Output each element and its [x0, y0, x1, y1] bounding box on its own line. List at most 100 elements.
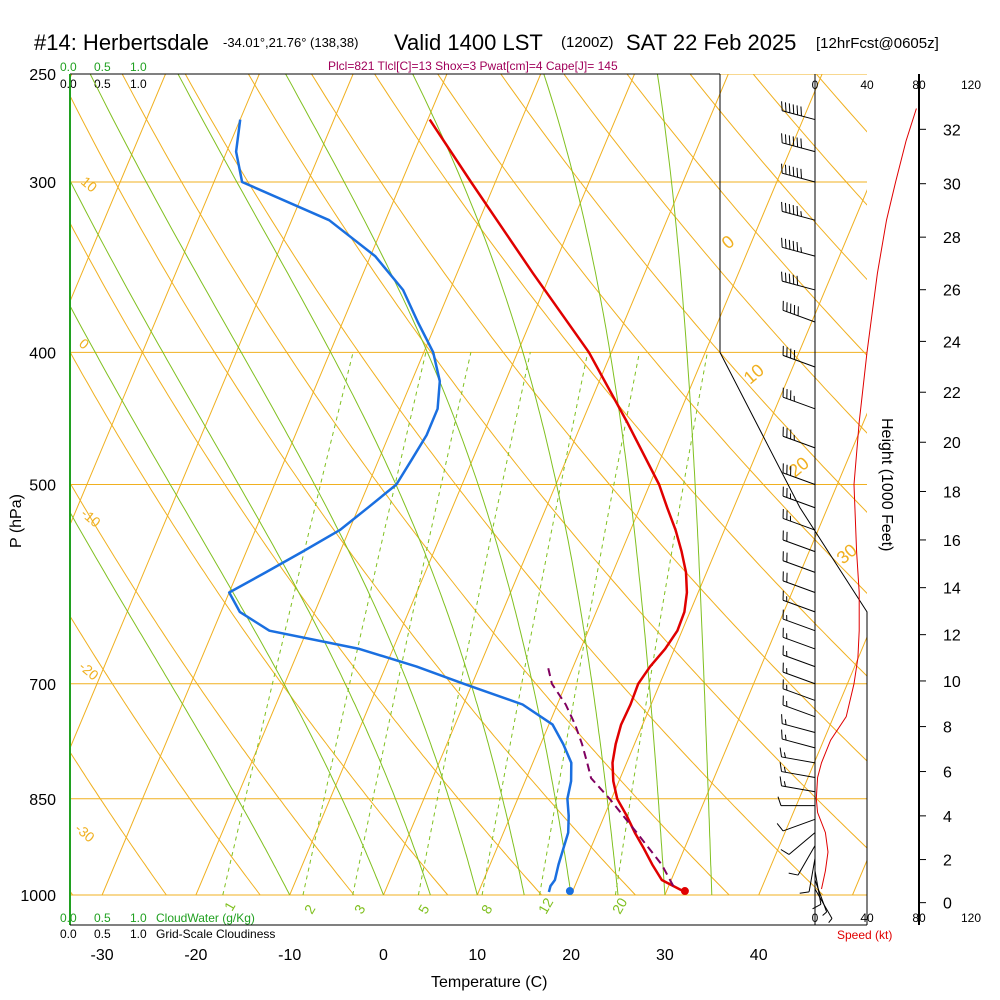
dry-adiabat-line [563, 74, 867, 434]
wind-barb [782, 387, 816, 410]
wind-barb-feather [800, 138, 802, 149]
surface-dewpoint-dot [565, 887, 574, 896]
wind-barb [781, 163, 816, 183]
dry-adiabat-line [70, 94, 636, 896]
wind-barb-staff [782, 354, 816, 368]
wind-barb-feather [788, 103, 791, 113]
cloud-scale-bottom-k2: 1.0 [130, 927, 147, 941]
mixing-ratio-label: 5 [415, 902, 433, 917]
wind-barb-feather [788, 273, 791, 284]
pressure-tick-label: 1000 [20, 888, 56, 905]
wind-barb [812, 870, 822, 910]
temperature-tick-label: 0 [379, 947, 388, 964]
wind-barb [781, 133, 816, 153]
wind-barb-feather [796, 105, 799, 115]
wind-barb-staff [782, 172, 816, 183]
mixing-ratio-label: 12 [535, 895, 557, 917]
wind-barb [779, 762, 816, 778]
height-tick-label: 26 [943, 283, 961, 300]
wind-barb-staff [782, 618, 816, 632]
temperature-line [428, 118, 689, 894]
wind-barb-staff [782, 246, 816, 257]
wind-barb [777, 796, 815, 807]
wind-barb-feather [812, 903, 822, 910]
speed-axis-title: Speed (kt) [837, 928, 892, 942]
moist-adiabat-label: 20 [785, 453, 813, 481]
height-tick-label: 24 [943, 334, 961, 351]
height-tick-label: 4 [943, 809, 952, 826]
wind-barb-feather [781, 201, 783, 212]
dry-adiabat-line [374, 74, 867, 677]
wind-barb-half-feather [784, 734, 787, 741]
dry-adiabat-line [626, 74, 867, 357]
wind-barb [782, 530, 816, 553]
y-axis-title: P (hPa) [8, 494, 25, 548]
wind-barb-half-feather [783, 781, 786, 787]
pressure-tick-label: 850 [29, 792, 56, 809]
mixing-ratio-label: 2 [301, 902, 319, 917]
moist-adiabat-line [70, 511, 291, 896]
wind-barb [782, 645, 816, 668]
forecast-label: [12hrFcst@0605z] [816, 35, 939, 52]
wind-barb-feather [799, 891, 810, 894]
cloud-scale-bottom-g2: 1.0 [130, 911, 147, 925]
pressure-tick-label: 700 [29, 677, 56, 694]
wind-barb-staff [808, 858, 816, 892]
dewpoint-line [227, 119, 573, 893]
wind-barb-feather [781, 271, 783, 282]
wind-barb-feather [784, 272, 787, 283]
wind-barb [782, 551, 816, 573]
moist-adiabat-label: 0 [718, 231, 739, 253]
wind-barb-feather [781, 163, 783, 174]
temperature-tick-labels: -30 -20 -10 0 10 20 30 40 [91, 947, 768, 964]
wind-barb-staff [788, 832, 816, 855]
temperature-tick-label: 30 [656, 947, 674, 964]
mixing-ratio-line [352, 352, 472, 896]
thermo-background-lines [70, 74, 867, 896]
cloud-scale-bottom: 0.0 0.5 1.0 CloudWater (g/Kg) 0.0 0.5 1.… [60, 911, 275, 941]
height-tick-label: 10 [943, 674, 961, 691]
wind-barb-feather [796, 206, 799, 216]
wind-barb-feather [777, 796, 782, 806]
mixing-ratio-label: 3 [351, 902, 369, 917]
dry-adiabat-label: 10 [78, 173, 100, 195]
wind-barb-feather [779, 776, 783, 786]
wind-barb [782, 508, 816, 531]
height-tick-label: 18 [943, 484, 961, 501]
mixing-ratio-line [222, 352, 354, 896]
wind-barb-staff [782, 142, 816, 153]
wind-barb-feather [792, 104, 795, 114]
dry-adiabat-line [247, 74, 867, 849]
moist-adiabat-line [285, 74, 572, 896]
wind-barb [782, 345, 816, 368]
wind-speed-profile [815, 108, 917, 890]
wind-barb [781, 237, 816, 257]
dry-adiabat-label: -30 [72, 820, 98, 845]
pressure-tick-label: 400 [29, 345, 56, 362]
station-coords: -34.01°,21.76° (138,38) [223, 35, 358, 50]
mixing-ratio-label: 20 [609, 895, 631, 917]
cloud-scale-bottom-k0: 0.0 [60, 927, 77, 941]
valid-date: SAT 22 Feb 2025 [626, 30, 796, 55]
speed-tick-label: 0 [812, 911, 819, 925]
wind-barb-staff [782, 818, 816, 832]
height-tick-label: 28 [943, 230, 961, 247]
wind-barb-feather [784, 202, 787, 213]
valid-time: Valid 1400 LST [394, 30, 543, 55]
wind-barb [782, 571, 816, 593]
moist-adiabat-line [70, 179, 431, 896]
temperature-tick-label: 20 [562, 947, 580, 964]
sounding-series [227, 118, 689, 896]
wind-barb-feather [780, 849, 790, 855]
wind-barb [780, 832, 816, 855]
wind-barb-half-feather [828, 918, 833, 924]
wind-barb-feather [792, 274, 795, 285]
wind-barb-half-feather [822, 911, 827, 916]
height-tick-label: 16 [943, 533, 961, 550]
moist-adiabat-line [656, 74, 713, 896]
wind-barb [782, 590, 816, 613]
speed-tick-label: 0 [812, 78, 819, 92]
